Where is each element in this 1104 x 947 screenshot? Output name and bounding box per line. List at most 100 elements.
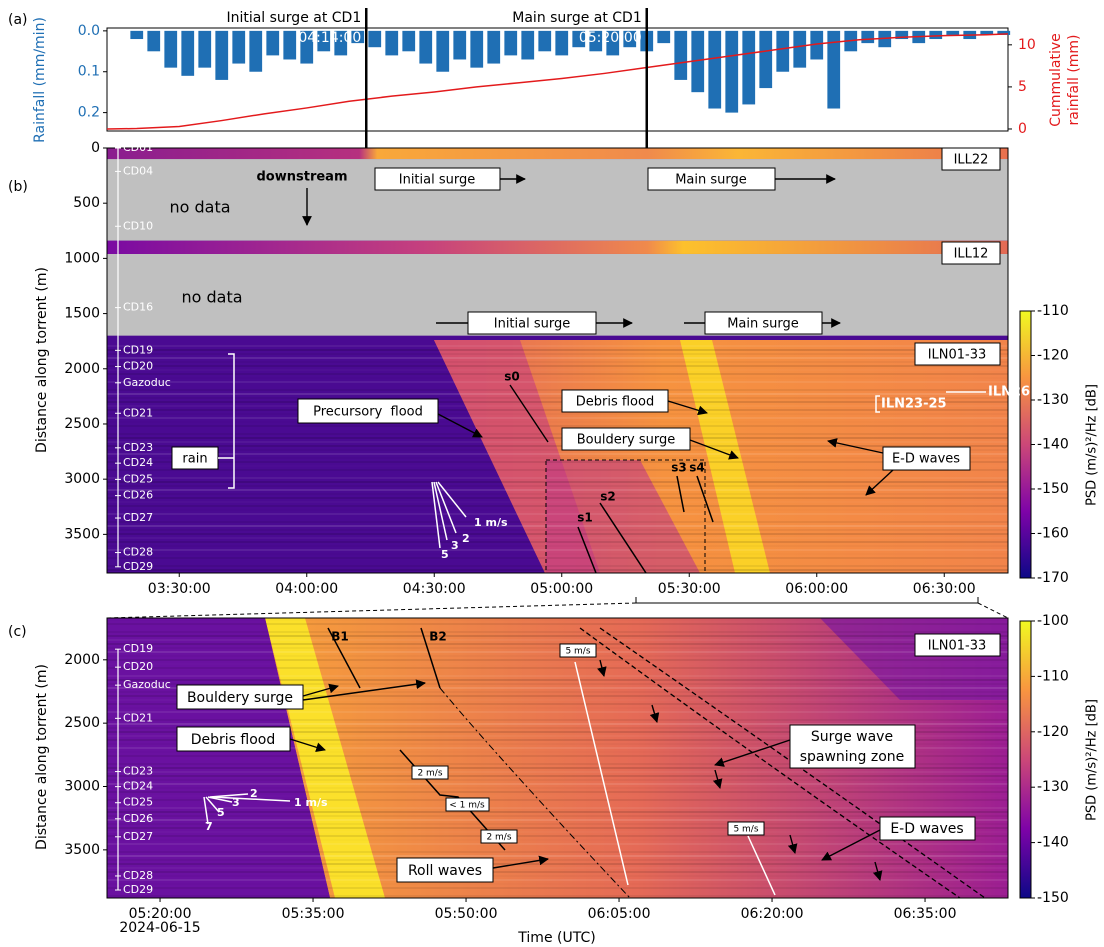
spectrogram-texture xyxy=(107,397,1008,399)
station-label: ILL12 xyxy=(954,247,989,262)
spectrogram-texture xyxy=(107,831,1008,833)
spectrogram-texture xyxy=(107,437,1008,439)
spectrogram-texture xyxy=(107,501,1008,503)
spectrogram-texture xyxy=(107,529,1008,531)
annotation: Bouldery surge xyxy=(187,690,293,706)
sensor-label: CD01 xyxy=(123,141,153,154)
spectrogram-texture xyxy=(107,823,1008,825)
colorbar xyxy=(1020,621,1031,898)
y2-axis-label: rainfall (mm) xyxy=(1066,34,1082,125)
colorbar-tick-label: -100 xyxy=(1037,613,1069,629)
spectrogram-texture xyxy=(107,771,1008,773)
annotation: 2 xyxy=(250,787,258,800)
spectrogram-texture xyxy=(107,883,1008,885)
bar xyxy=(538,31,551,51)
spectrogram-texture xyxy=(107,875,1008,877)
spectrogram-texture xyxy=(107,497,1008,499)
spectrogram-texture xyxy=(107,647,1008,649)
event-label: Main surge at CD1 xyxy=(512,10,641,26)
y-tick-label: 3000 xyxy=(64,779,100,795)
annotation: 2 m/s xyxy=(486,833,511,843)
bar xyxy=(368,31,381,47)
sensor-label: CD26 xyxy=(123,489,153,502)
spectrogram-texture xyxy=(107,445,1008,447)
y-axis-label: Distance along torrent (m) xyxy=(34,664,50,850)
spectrogram-texture xyxy=(107,345,1008,347)
annotation: 5 xyxy=(441,548,449,561)
colorbar xyxy=(1020,311,1031,578)
colorbar-tick-label: -130 xyxy=(1037,779,1069,795)
bar xyxy=(198,31,211,68)
spectrogram-texture xyxy=(107,863,1008,865)
annotation: Precursory flood xyxy=(313,405,423,420)
spectrogram-texture xyxy=(107,541,1008,543)
sensor-label: CD29 xyxy=(123,883,153,896)
spectrogram-texture xyxy=(107,389,1008,391)
y2-tick-label: 10 xyxy=(1018,37,1036,53)
annotation: downstream xyxy=(257,170,348,185)
spectrogram-texture xyxy=(107,791,1008,793)
x-tick-label: 06:20:00 xyxy=(741,906,804,922)
y-tick-label: 0 xyxy=(91,140,100,156)
no-data-region xyxy=(107,159,1008,241)
annotation: s0 xyxy=(504,370,520,384)
spectrogram-texture xyxy=(107,433,1008,435)
spectrogram-texture xyxy=(107,549,1008,551)
sensor-label: CD27 xyxy=(123,830,153,843)
annotation: 1 m/s xyxy=(474,516,508,529)
annotation: s4 xyxy=(689,461,705,475)
y-tick-label: 0.2 xyxy=(78,105,100,121)
annotation: E-D waves xyxy=(890,821,963,837)
colorbar-tick-label: -150 xyxy=(1037,481,1069,497)
annotation: spawning zone xyxy=(800,749,905,765)
sensor-label: CD10 xyxy=(123,219,153,232)
event-time: 04:14:00 xyxy=(298,30,361,46)
annotation: Initial surge xyxy=(399,173,475,188)
spectrogram-texture xyxy=(107,417,1008,419)
sensor-label: CD19 xyxy=(123,343,153,356)
sensor-label: CD25 xyxy=(123,796,153,809)
bar xyxy=(470,31,483,68)
spectrogram-texture xyxy=(107,357,1008,359)
spectrogram-texture xyxy=(107,711,1008,713)
station-label: ILL22 xyxy=(954,153,989,168)
spectrogram-texture xyxy=(107,393,1008,395)
spectrogram-texture xyxy=(107,525,1008,527)
annotation: 2 xyxy=(462,532,470,545)
spectrogram-texture xyxy=(107,421,1008,423)
annotation: Debris flood xyxy=(576,395,654,410)
spectrogram-texture xyxy=(107,843,1008,845)
y-tick-label: 3000 xyxy=(64,471,100,487)
spectrogram-texture xyxy=(107,659,1008,661)
x-tick-label: 06:00:00 xyxy=(785,581,848,597)
sensor-label: CD23 xyxy=(123,441,153,454)
spectrogram-texture xyxy=(107,377,1008,379)
spectrogram-texture xyxy=(107,651,1008,653)
sensor-label: CD04 xyxy=(123,164,153,177)
spectrogram-texture xyxy=(107,569,1008,571)
annotation: 7 xyxy=(205,820,213,833)
colorbar-label: PSD (m/s)²/Hz [dB] xyxy=(1085,384,1100,506)
sensor-label: CD20 xyxy=(123,660,153,673)
spectrogram-texture xyxy=(107,477,1008,479)
spectrogram-texture xyxy=(107,441,1008,443)
spectrogram-texture xyxy=(107,521,1008,523)
bar xyxy=(164,31,177,68)
sensor-label: CD23 xyxy=(123,765,153,778)
sensor-label: CD24 xyxy=(123,780,153,793)
spectrogram-texture xyxy=(107,719,1008,721)
annotation: Bouldery surge xyxy=(577,433,676,448)
sensor-label: Gazoduc xyxy=(123,376,171,389)
bar xyxy=(147,31,160,51)
colorbar-tick-label: -160 xyxy=(1037,526,1069,542)
annotation: Main surge xyxy=(675,173,747,188)
bar xyxy=(436,31,449,72)
colorbar-tick-label: -110 xyxy=(1037,668,1069,684)
x-tick-label: 06:30:00 xyxy=(913,581,976,597)
annotation: no data xyxy=(169,198,230,217)
annotation: no data xyxy=(181,288,242,307)
y-axis-label: Rainfall (mm/min) xyxy=(32,17,48,143)
bar xyxy=(283,31,296,60)
y-tick-label: 3500 xyxy=(64,526,100,542)
y-tick-label: 2500 xyxy=(64,715,100,731)
